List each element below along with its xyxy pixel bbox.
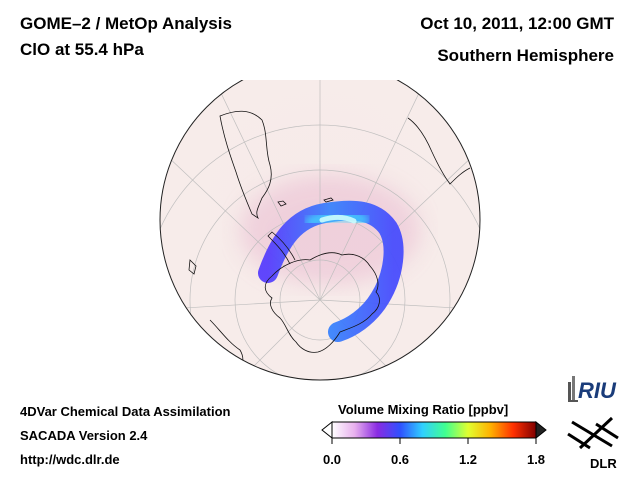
colorbar-tick-label: 0.6	[390, 452, 410, 467]
colorbar-tick-label: 1.8	[526, 452, 546, 467]
colorbar-over-arrow	[535, 420, 547, 440]
product-title: GOME–2 / MetOp Analysis	[20, 14, 232, 33]
svg-text:RIU: RIU	[578, 378, 617, 403]
product-species-level: ClO at 55.4 hPa	[20, 40, 144, 59]
riu-logo: RIU	[568, 376, 617, 403]
analysis-region: Southern Hemisphere	[437, 46, 614, 65]
colorbar-ramp	[331, 421, 537, 439]
colorbar	[321, 420, 547, 444]
footer-system: 4DVar Chemical Data Assimilation	[20, 404, 231, 419]
colorbar-tick-label: 1.2	[458, 452, 478, 467]
footer-version: SACADA Version 2.4	[20, 428, 148, 443]
svg-text:DLR: DLR	[590, 456, 617, 471]
globe-rim	[159, 80, 481, 381]
colorbar-tick-label: 0.0	[322, 452, 342, 467]
colorbar-under-arrow	[321, 420, 333, 440]
footer-url[interactable]: http://wdc.dlr.de	[20, 452, 120, 467]
analysis-datetime: Oct 10, 2011, 12:00 GMT	[420, 14, 614, 33]
polar-map	[159, 80, 481, 381]
colorbar-title: Volume Mixing Ratio [ppbv]	[338, 402, 509, 417]
dlr-logo: DLR	[567, 416, 619, 471]
